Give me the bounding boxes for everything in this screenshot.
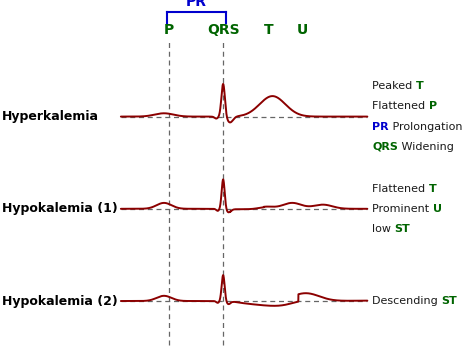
- Text: Descending: Descending: [372, 296, 441, 306]
- Text: QRS: QRS: [372, 142, 398, 152]
- Text: ST: ST: [394, 224, 410, 234]
- Text: Prominent: Prominent: [372, 204, 433, 214]
- Text: Flattened: Flattened: [372, 184, 428, 193]
- Text: U: U: [296, 23, 308, 37]
- Text: Prolongation: Prolongation: [389, 122, 462, 132]
- Text: Peaked: Peaked: [372, 81, 416, 91]
- Text: T: T: [416, 81, 424, 91]
- Text: low: low: [372, 224, 394, 234]
- Text: U: U: [433, 204, 442, 214]
- Text: Flattened: Flattened: [372, 102, 428, 111]
- Text: P: P: [164, 23, 174, 37]
- Text: P: P: [428, 102, 437, 111]
- Text: ST: ST: [441, 296, 457, 306]
- Text: T: T: [428, 184, 437, 193]
- Text: PR: PR: [372, 122, 389, 132]
- Text: QRS: QRS: [207, 23, 239, 37]
- Text: Hyperkalemia: Hyperkalemia: [2, 110, 100, 123]
- Text: Widening: Widening: [398, 142, 454, 152]
- Text: Hypokalemia (1): Hypokalemia (1): [2, 202, 118, 215]
- Text: PR: PR: [185, 0, 207, 9]
- Text: Hypokalemia (2): Hypokalemia (2): [2, 294, 118, 308]
- Text: T: T: [264, 23, 273, 37]
